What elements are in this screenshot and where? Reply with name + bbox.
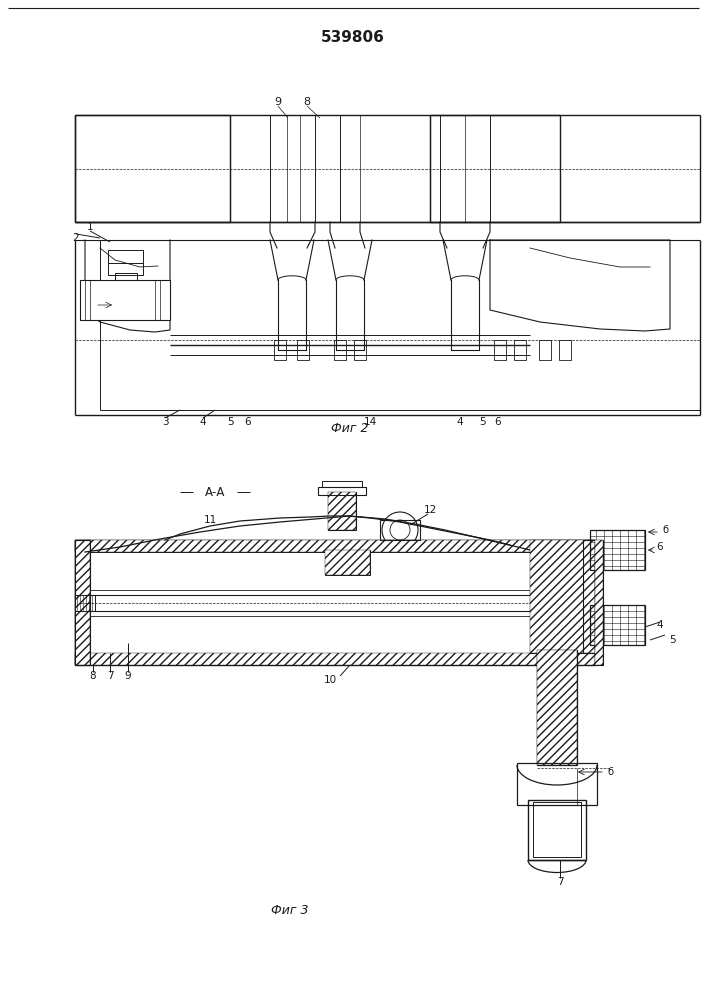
Bar (75, 653, 595, 665)
Bar (318, 487, 366, 495)
Bar (590, 605, 645, 645)
Bar (325, 550, 340, 575)
Bar (297, 340, 309, 360)
Bar (595, 540, 603, 665)
Bar (75, 540, 90, 665)
Bar (334, 340, 346, 360)
Text: 9: 9 (274, 97, 281, 107)
Bar (355, 550, 370, 575)
Text: 8: 8 (303, 97, 310, 107)
Text: 6: 6 (657, 542, 663, 552)
Text: 7: 7 (556, 877, 563, 887)
Text: 9: 9 (124, 671, 132, 681)
Text: 10: 10 (323, 675, 337, 685)
Text: 2: 2 (73, 233, 79, 243)
Bar (80, 280, 170, 320)
Bar (514, 340, 526, 360)
Text: 539806: 539806 (321, 29, 385, 44)
Bar (559, 340, 571, 360)
Bar (325, 550, 370, 575)
Bar (537, 650, 577, 765)
Bar (322, 481, 362, 487)
Bar (274, 340, 286, 360)
Bar (75, 115, 230, 222)
Bar (533, 802, 581, 857)
Text: 12: 12 (423, 505, 437, 515)
Text: 7: 7 (107, 671, 113, 681)
Text: б: б (662, 525, 668, 535)
Bar (328, 492, 356, 530)
Bar (595, 540, 603, 665)
Bar (530, 540, 595, 653)
Bar (583, 540, 595, 653)
Text: 6: 6 (495, 417, 501, 427)
Bar (108, 250, 143, 275)
Bar (115, 273, 137, 285)
Bar (75, 540, 90, 665)
Bar (517, 763, 597, 805)
Text: А-А: А-А (205, 486, 226, 498)
Text: 1: 1 (87, 222, 93, 232)
Text: 3: 3 (162, 417, 168, 427)
Text: 11: 11 (204, 515, 216, 525)
Text: 5: 5 (669, 635, 675, 645)
Text: 5: 5 (227, 417, 233, 427)
Text: 4: 4 (199, 417, 206, 427)
Text: б: б (607, 767, 613, 777)
Text: 14: 14 (363, 417, 377, 427)
Text: 5: 5 (479, 417, 486, 427)
Text: 6: 6 (245, 417, 251, 427)
Text: 8: 8 (90, 671, 96, 681)
Bar (590, 530, 645, 570)
Bar (328, 492, 356, 530)
Bar (528, 800, 586, 860)
Bar (494, 340, 506, 360)
Bar (530, 540, 595, 653)
Bar (430, 115, 560, 222)
Bar (380, 520, 420, 540)
Text: Фиг 3: Фиг 3 (271, 904, 309, 916)
Bar (537, 650, 577, 765)
Text: 4: 4 (457, 417, 463, 427)
Bar (539, 340, 551, 360)
Text: 4: 4 (657, 620, 663, 630)
Bar (75, 595, 95, 611)
Bar (75, 540, 595, 552)
Text: Фиг 2: Фиг 2 (332, 422, 369, 434)
Bar (340, 550, 355, 575)
Bar (354, 340, 366, 360)
